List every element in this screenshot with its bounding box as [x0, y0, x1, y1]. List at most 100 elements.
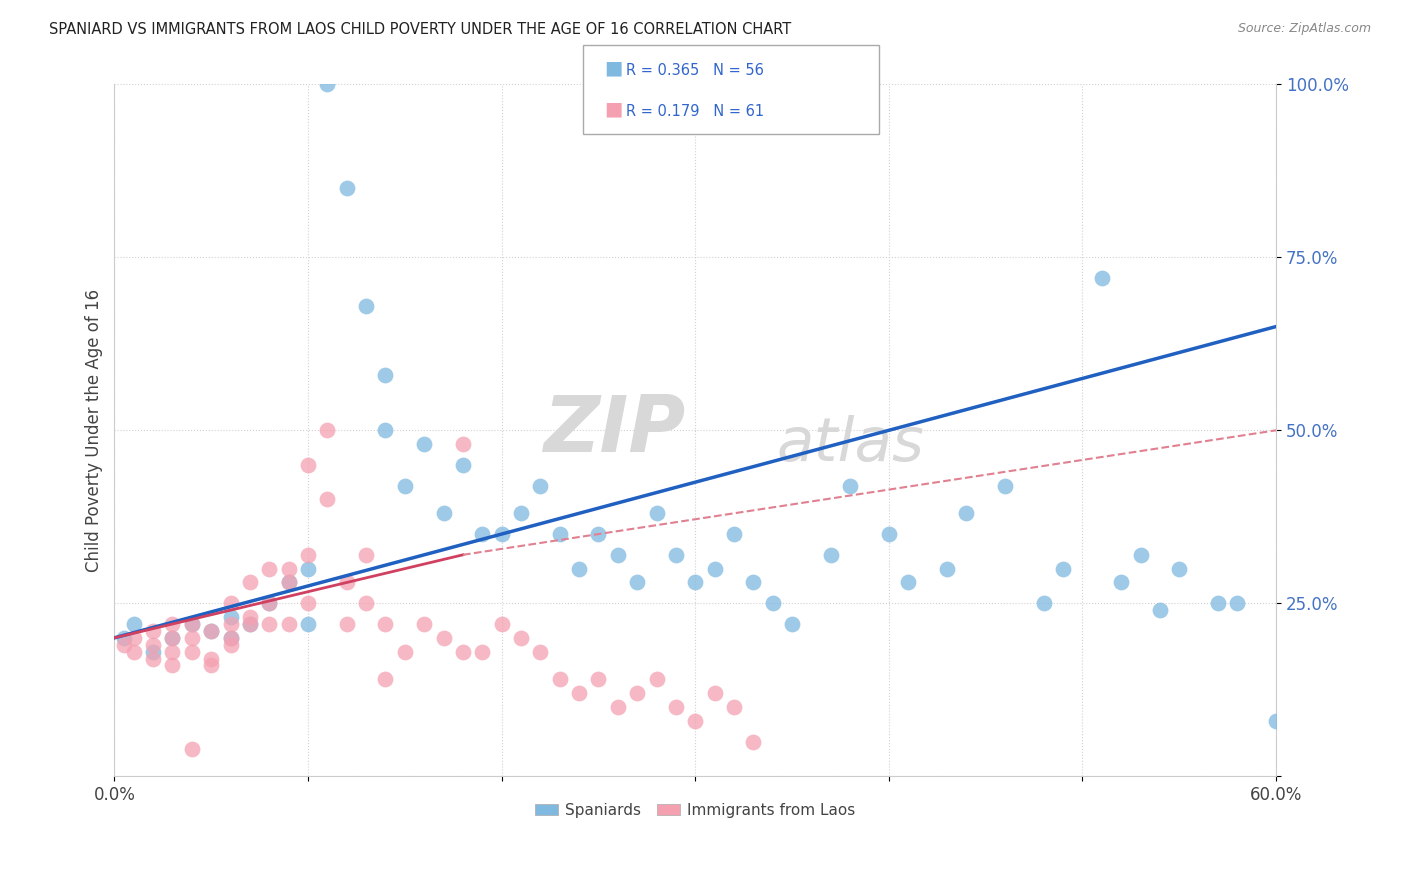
- Point: [626, 575, 648, 590]
- Point: [683, 714, 706, 728]
- Point: [588, 527, 610, 541]
- Point: [897, 575, 920, 590]
- Point: [665, 700, 688, 714]
- Point: [336, 575, 359, 590]
- Point: [626, 686, 648, 700]
- Point: [1265, 714, 1288, 728]
- Point: [588, 673, 610, 687]
- Text: Source: ZipAtlas.com: Source: ZipAtlas.com: [1237, 22, 1371, 36]
- Point: [142, 624, 165, 638]
- Text: R = 0.179   N = 61: R = 0.179 N = 61: [626, 103, 763, 119]
- Point: [200, 651, 222, 665]
- Point: [316, 423, 339, 437]
- Point: [219, 631, 242, 645]
- Point: [839, 478, 862, 492]
- Point: [112, 631, 135, 645]
- Point: [200, 624, 222, 638]
- Point: [162, 617, 184, 632]
- Point: [1149, 603, 1171, 617]
- Point: [548, 673, 571, 687]
- Point: [529, 645, 551, 659]
- Text: atlas: atlas: [776, 415, 924, 474]
- Point: [112, 638, 135, 652]
- Point: [200, 624, 222, 638]
- Point: [239, 575, 262, 590]
- Point: [606, 700, 628, 714]
- Point: [491, 527, 513, 541]
- Point: [259, 562, 281, 576]
- Point: [645, 673, 668, 687]
- Point: [432, 506, 454, 520]
- Point: [374, 617, 396, 632]
- Point: [142, 651, 165, 665]
- Text: ■: ■: [605, 59, 623, 78]
- Point: [219, 610, 242, 624]
- Point: [180, 741, 202, 756]
- Point: [297, 617, 319, 632]
- Point: [219, 617, 242, 632]
- Text: ■: ■: [605, 100, 623, 119]
- Point: [239, 617, 262, 632]
- Point: [665, 548, 688, 562]
- Point: [723, 527, 745, 541]
- Point: [451, 645, 474, 659]
- Point: [180, 617, 202, 632]
- Point: [219, 596, 242, 610]
- Point: [471, 527, 494, 541]
- Point: [936, 562, 959, 576]
- Point: [354, 596, 377, 610]
- Point: [1032, 596, 1054, 610]
- Point: [568, 562, 591, 576]
- Point: [955, 506, 977, 520]
- Point: [742, 575, 765, 590]
- Point: [239, 617, 262, 632]
- Point: [762, 596, 785, 610]
- Point: [354, 548, 377, 562]
- Legend: Spaniards, Immigrants from Laos: Spaniards, Immigrants from Laos: [529, 797, 862, 824]
- Point: [394, 645, 416, 659]
- Point: [239, 610, 262, 624]
- Point: [1052, 562, 1074, 576]
- Point: [1168, 562, 1191, 576]
- Point: [703, 562, 725, 576]
- Point: [297, 562, 319, 576]
- Text: SPANIARD VS IMMIGRANTS FROM LAOS CHILD POVERTY UNDER THE AGE OF 16 CORRELATION C: SPANIARD VS IMMIGRANTS FROM LAOS CHILD P…: [49, 22, 792, 37]
- Point: [432, 631, 454, 645]
- Point: [529, 478, 551, 492]
- Point: [162, 645, 184, 659]
- Point: [336, 181, 359, 195]
- Point: [1109, 575, 1132, 590]
- Point: [451, 458, 474, 472]
- Point: [277, 617, 299, 632]
- Point: [277, 562, 299, 576]
- Point: [413, 437, 436, 451]
- Point: [568, 686, 591, 700]
- Point: [316, 492, 339, 507]
- Point: [316, 78, 339, 92]
- Point: [723, 700, 745, 714]
- Text: ZIP: ZIP: [543, 392, 686, 468]
- Point: [491, 617, 513, 632]
- Point: [877, 527, 900, 541]
- Point: [259, 596, 281, 610]
- Point: [994, 478, 1017, 492]
- Point: [683, 575, 706, 590]
- Point: [142, 645, 165, 659]
- Point: [259, 596, 281, 610]
- Point: [180, 617, 202, 632]
- Point: [277, 575, 299, 590]
- Point: [780, 617, 803, 632]
- Point: [451, 437, 474, 451]
- Point: [162, 658, 184, 673]
- Point: [703, 686, 725, 700]
- Point: [374, 423, 396, 437]
- Point: [180, 645, 202, 659]
- Point: [510, 506, 533, 520]
- Point: [180, 631, 202, 645]
- Point: [162, 631, 184, 645]
- Point: [297, 458, 319, 472]
- Point: [122, 617, 145, 632]
- Point: [1226, 596, 1249, 610]
- Point: [820, 548, 842, 562]
- Point: [742, 734, 765, 748]
